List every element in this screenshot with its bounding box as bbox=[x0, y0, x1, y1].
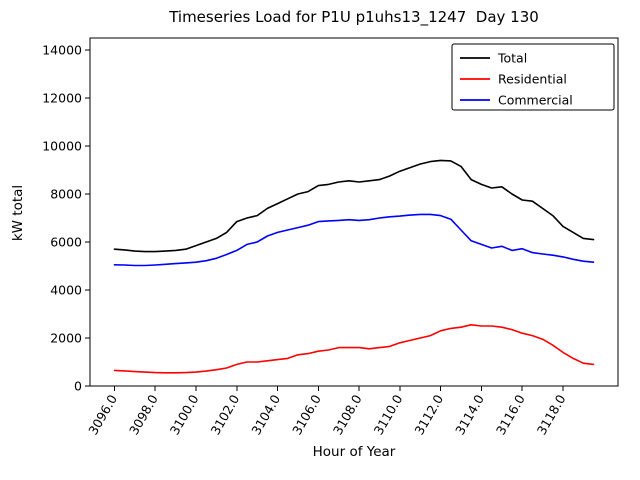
y-tick-label: 12000 bbox=[42, 91, 82, 106]
legend-label-commercial: Commercial bbox=[498, 93, 573, 108]
chart-title: Timeseries Load for P1U p1uhs13_1247 Day… bbox=[169, 8, 539, 26]
y-tick-label: 0 bbox=[74, 379, 82, 394]
x-tick-label: 3114.0 bbox=[452, 392, 487, 437]
x-tick-label: 3108.0 bbox=[330, 392, 365, 437]
y-axis-label: kW total bbox=[10, 184, 26, 242]
y-tick-label: 10000 bbox=[42, 139, 82, 154]
legend-label-total: Total bbox=[497, 51, 527, 66]
x-axis-label: Hour of Year bbox=[312, 444, 396, 460]
y-tick-label: 14000 bbox=[42, 43, 82, 58]
x-tick-label: 3098.0 bbox=[126, 392, 161, 437]
legend-box bbox=[451, 43, 615, 111]
x-tick-label: 3096.0 bbox=[85, 392, 120, 437]
y-tick-label: 8000 bbox=[50, 187, 82, 202]
x-tick-label: 3100.0 bbox=[167, 392, 202, 437]
x-tick-label: 3116.0 bbox=[493, 392, 528, 437]
x-tick-label: 3106.0 bbox=[289, 392, 324, 437]
x-tick-label: 3104.0 bbox=[248, 392, 283, 437]
x-tick-label: 3110.0 bbox=[371, 392, 406, 437]
y-tick-label: 2000 bbox=[50, 331, 82, 346]
legend-label-residential: Residential bbox=[498, 72, 567, 87]
y-tick-label: 4000 bbox=[50, 283, 82, 298]
y-tick-label: 6000 bbox=[50, 235, 82, 250]
x-tick-label: 3112.0 bbox=[411, 392, 446, 437]
commercial-line bbox=[113, 213, 595, 267]
plot-area bbox=[89, 37, 619, 387]
residential-line bbox=[113, 323, 595, 374]
x-tick-label: 3102.0 bbox=[208, 392, 243, 437]
x-tick-label: 3118.0 bbox=[534, 392, 569, 437]
total-line bbox=[113, 159, 595, 253]
